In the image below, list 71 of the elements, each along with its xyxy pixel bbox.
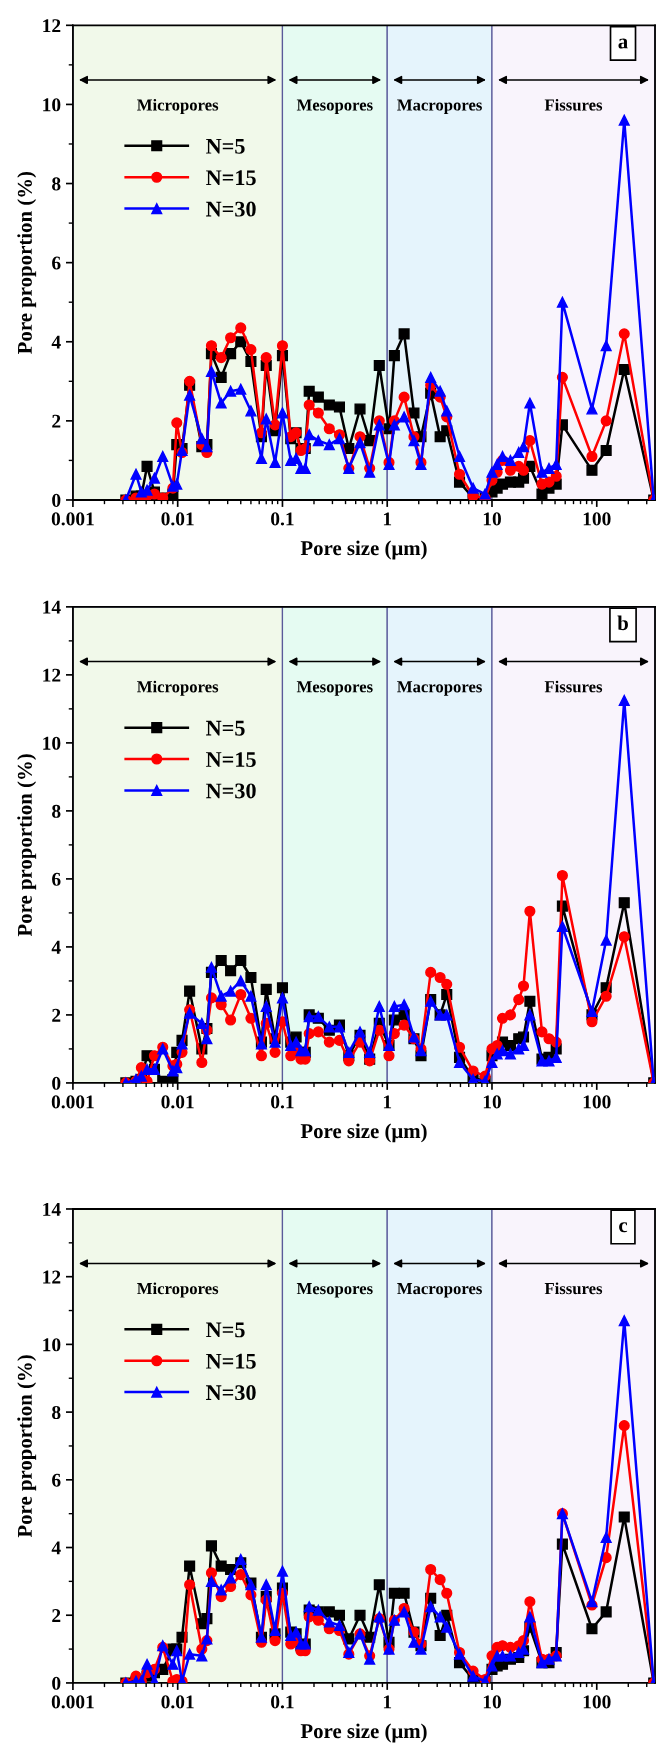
band-label: Fissures	[544, 98, 603, 111]
y-tick-label: 10	[43, 98, 61, 112]
annotation: b	[617, 615, 628, 631]
y-tick-label: 6	[52, 256, 61, 270]
y-tick-label: 0	[52, 493, 61, 507]
y-tick-label: 2	[52, 1609, 61, 1622]
y-tick-label: 14	[43, 600, 61, 614]
x-tick-label: 0.01	[161, 512, 194, 526]
band-label: Micropores	[137, 98, 219, 114]
legend-label: N=5	[206, 1322, 245, 1338]
legend-label: N=15	[206, 170, 256, 186]
band-label: Mesopores	[296, 99, 373, 114]
x-tick-label: 1	[383, 512, 392, 526]
x-tick-label: 0.01	[161, 1095, 194, 1109]
x-tick-label: 10	[483, 1695, 501, 1709]
y-tick-label: 0	[52, 1076, 61, 1090]
y-tick-label: 4	[51, 335, 61, 349]
legend-label: N=15	[206, 1353, 256, 1369]
y-tick-label: 2	[52, 1008, 61, 1022]
y-axis-title: Pore proportion (%)	[17, 754, 37, 937]
y-tick-label: 10	[43, 1338, 61, 1352]
y-tick-label: 6	[52, 1473, 61, 1487]
y-tick-label: 8	[52, 177, 61, 191]
legend-label: N=5	[206, 720, 245, 736]
band-label: Macropores	[397, 99, 482, 114]
annotation: a	[618, 38, 628, 49]
y-axis-title: Pore proportion (%)	[17, 1355, 37, 1538]
band-label: Macropores	[397, 1283, 482, 1298]
legend-label: N=30	[206, 783, 256, 799]
y-tick-label: 4	[51, 940, 61, 954]
annotation: c	[619, 1222, 628, 1233]
y-tick-label: 8	[52, 804, 61, 818]
x-tick-label: 1	[383, 1095, 392, 1109]
x-tick-label: 0.1	[271, 512, 294, 526]
legend-label: N=30	[206, 1385, 256, 1401]
x-tick-label: 1	[383, 1695, 392, 1709]
y-tick-label: 12	[43, 19, 61, 33]
x-tick-label: 0.1	[271, 1095, 294, 1109]
y-tick-label: 2	[52, 414, 61, 428]
band-label: Fissures	[544, 680, 603, 693]
x-axis-title: Pore size (μm)	[300, 540, 427, 560]
legend-label: N=30	[206, 201, 256, 217]
x-tick-label: 0.1	[271, 1695, 294, 1709]
x-axis-title: Pore size (μm)	[300, 1123, 427, 1143]
legend-label: N=15	[206, 752, 256, 768]
x-tick-label: 100	[583, 1095, 611, 1109]
legend-label: N=5	[206, 139, 245, 154]
x-tick-label: 100	[583, 1695, 611, 1709]
x-tick-label: 100	[583, 512, 611, 526]
x-tick-label: 0.001	[51, 1695, 94, 1709]
band-label: Mesopores	[296, 1283, 373, 1298]
y-tick-label: 6	[52, 872, 61, 886]
band-label: Micropores	[137, 680, 219, 696]
y-tick-label: 10	[43, 736, 61, 750]
band-label: Micropores	[137, 1282, 219, 1298]
band-label: Mesopores	[296, 681, 373, 696]
x-tick-label: 10	[483, 1095, 501, 1109]
x-tick-label: 0.001	[51, 512, 94, 526]
y-axis-title: Pore proportion (%)	[17, 171, 37, 354]
y-tick-label: 0	[52, 1676, 61, 1690]
band-label: Macropores	[397, 681, 482, 696]
x-tick-label: 0.001	[51, 1095, 94, 1109]
y-tick-label: 12	[43, 1270, 61, 1284]
x-tick-label: 10	[483, 512, 501, 526]
y-tick-label: 8	[52, 1405, 61, 1420]
y-tick-label: 14	[43, 1202, 61, 1216]
x-axis-title: Pore size (μm)	[300, 1723, 427, 1743]
y-tick-label: 12	[43, 668, 61, 682]
x-tick-label: 0.01	[161, 1695, 194, 1709]
y-tick-label: 4	[51, 1541, 61, 1555]
band-label: Fissures	[544, 1282, 603, 1295]
